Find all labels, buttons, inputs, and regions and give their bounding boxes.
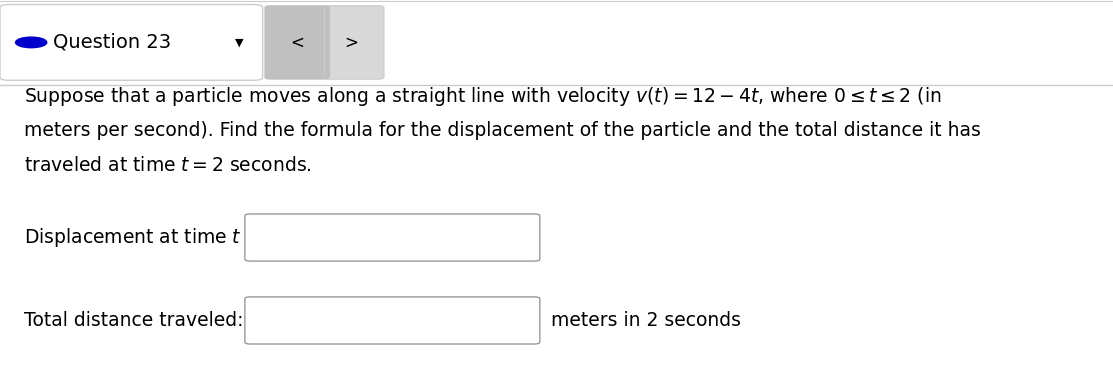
Text: Suppose that a particle moves along a straight line with velocity $v(t) = 12 - 4: Suppose that a particle moves along a st… [24, 85, 942, 108]
FancyBboxPatch shape [265, 6, 384, 79]
FancyBboxPatch shape [0, 5, 263, 80]
Text: ▼: ▼ [235, 37, 244, 48]
Text: Question 23: Question 23 [53, 33, 171, 52]
Text: traveled at time $t = 2$ seconds.: traveled at time $t = 2$ seconds. [24, 156, 312, 175]
Text: meters per second). Find the formula for the displacement of the particle and th: meters per second). Find the formula for… [24, 121, 982, 139]
FancyBboxPatch shape [265, 6, 331, 79]
FancyBboxPatch shape [245, 297, 540, 344]
Circle shape [16, 37, 47, 48]
Text: >: > [344, 34, 358, 51]
Text: <: < [290, 34, 305, 51]
Text: Total distance traveled:: Total distance traveled: [24, 311, 244, 330]
Text: Displacement at time $t$ is:: Displacement at time $t$ is: [24, 226, 267, 249]
FancyBboxPatch shape [0, 0, 1113, 85]
Text: meters in 2 seconds: meters in 2 seconds [551, 311, 741, 330]
FancyBboxPatch shape [245, 214, 540, 261]
